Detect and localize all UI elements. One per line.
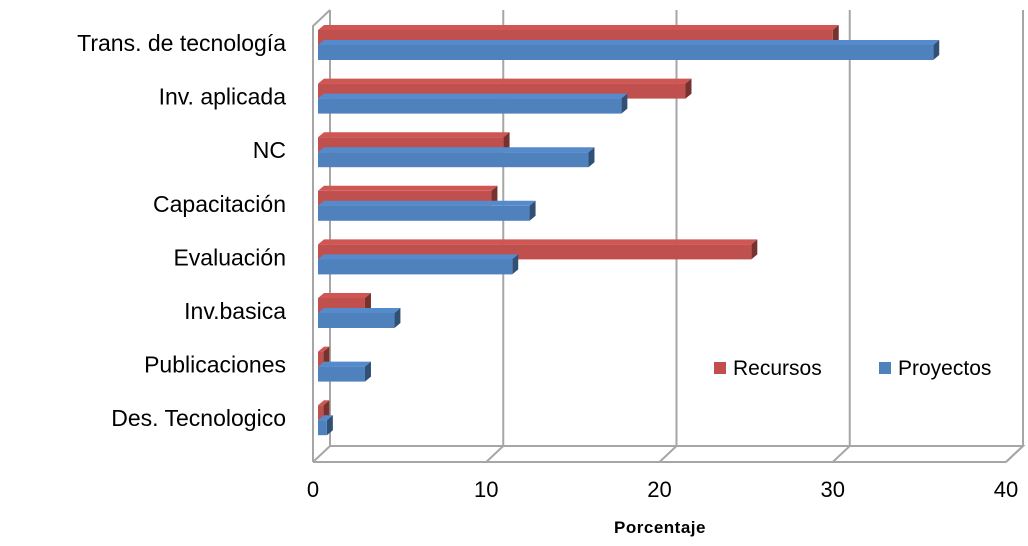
x-tick-label: 40 [994, 477, 1018, 502]
bar-top [318, 346, 330, 352]
left-wall [312, 9, 331, 462]
bar-front [318, 45, 934, 60]
legend-label: Recursos [733, 357, 822, 380]
bar-front [318, 420, 327, 436]
category-label: Trans. de tecnología [77, 30, 286, 56]
bar-top [318, 415, 333, 421]
bar-front [318, 351, 324, 367]
bar [318, 415, 333, 436]
category-label: Inv. aplicada [159, 84, 287, 110]
legend-swatch [879, 362, 891, 374]
bar-front [318, 205, 530, 221]
bar-front [318, 98, 622, 114]
legend-label: Proyectos [898, 357, 991, 380]
bar [318, 361, 371, 382]
legend: Recursos Proyectos [714, 357, 991, 380]
bar [318, 200, 536, 221]
bar-top [318, 93, 628, 99]
gridline-floor [1005, 445, 1024, 463]
x-tick-label: 20 [647, 477, 671, 502]
bar-side [512, 254, 519, 275]
bar [318, 93, 628, 114]
bar-top [318, 132, 510, 138]
category-label: Evaluación [173, 244, 286, 270]
bar [318, 147, 595, 168]
category-label: NC [253, 137, 286, 163]
bar-top [318, 185, 498, 191]
bar-side [685, 78, 692, 99]
bar-top [318, 254, 519, 260]
x-tick-label: 10 [474, 477, 498, 502]
bar [318, 40, 940, 60]
x-axis-title: Porcentaje [614, 518, 706, 537]
gridline-floor [832, 445, 851, 463]
bar-side [751, 239, 758, 260]
category-label: Des. Tecnologico [111, 405, 286, 431]
bar-side [588, 147, 595, 168]
bar [318, 254, 519, 275]
category-label: Inv.basica [184, 298, 286, 324]
bar-side [394, 308, 401, 328]
category-labels: Trans. de tecnología Inv. aplicada NC Capac… [77, 30, 286, 431]
bar-top [318, 293, 371, 298]
bar-front [318, 405, 324, 421]
plot-area [312, 9, 1026, 463]
bar-top [318, 147, 595, 153]
bar-side [364, 361, 371, 382]
bar-front [318, 366, 365, 382]
gridline-floor [485, 445, 504, 463]
bar-front [318, 259, 513, 275]
bar-side [326, 415, 333, 436]
x-tick-label: 30 [821, 477, 845, 502]
bar-front [318, 152, 589, 168]
x-tick-label: 0 [307, 477, 319, 502]
bar-front [318, 313, 395, 328]
category-label: Publicaciones [144, 352, 286, 378]
bar-top [318, 361, 371, 367]
bar-top [318, 239, 758, 245]
bar-top [318, 25, 839, 30]
bar-side [933, 40, 940, 60]
bar-top [318, 200, 536, 206]
bar [318, 308, 401, 328]
bar-top [318, 78, 692, 84]
category-label: Capacitación [153, 191, 286, 217]
x-tick-labels: 0 10 20 30 40 [307, 477, 1018, 502]
bars [318, 25, 940, 436]
bar-top [318, 40, 940, 45]
bar-side [621, 93, 628, 114]
bar-top [318, 400, 330, 406]
bar-top [318, 308, 401, 313]
gridline-floor [658, 445, 678, 463]
legend-swatch [714, 362, 726, 374]
bar-side [529, 200, 536, 221]
